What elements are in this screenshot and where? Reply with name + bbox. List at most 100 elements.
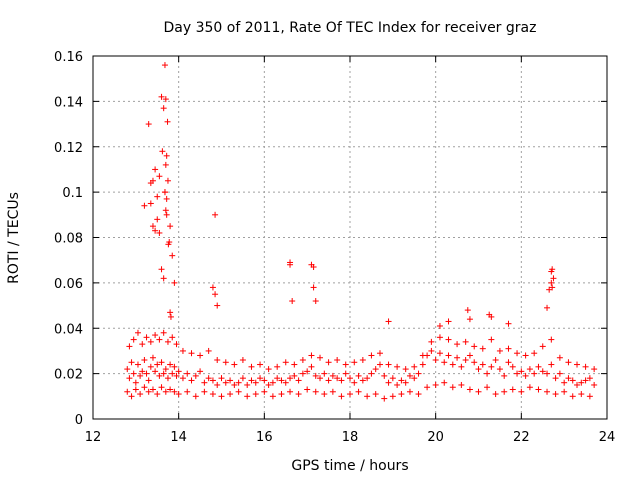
data-point: [128, 393, 135, 400]
data-point: [162, 388, 169, 395]
data-point: [312, 372, 319, 379]
data-point: [278, 377, 285, 384]
data-point: [436, 350, 443, 357]
data-point: [161, 62, 168, 69]
data-point: [147, 200, 154, 207]
data-point: [445, 336, 452, 343]
data-point: [454, 354, 461, 361]
data-points: [124, 62, 598, 402]
y-tick-label: 0: [75, 413, 83, 428]
data-point: [163, 152, 170, 159]
data-point: [544, 304, 551, 311]
data-point: [582, 377, 589, 384]
data-point: [218, 393, 225, 400]
data-point: [291, 361, 298, 368]
data-point: [137, 372, 144, 379]
x-tick-label: 16: [256, 430, 273, 445]
data-point: [145, 121, 152, 128]
data-point: [192, 393, 199, 400]
data-point: [310, 284, 317, 291]
data-point: [518, 388, 525, 395]
data-point: [329, 372, 336, 379]
data-point: [257, 375, 264, 382]
data-point: [325, 359, 332, 366]
data-point: [492, 391, 499, 398]
data-point: [154, 216, 161, 223]
data-point: [368, 370, 375, 377]
data-point: [132, 379, 139, 386]
data-point: [154, 361, 161, 368]
data-point: [239, 357, 246, 364]
data-point: [162, 161, 169, 168]
x-axis-title: GPS time / hours: [291, 458, 408, 474]
data-point: [209, 377, 216, 384]
data-point: [209, 391, 216, 398]
data-point: [539, 368, 546, 375]
data-point: [134, 361, 141, 368]
data-point: [126, 375, 133, 382]
data-point: [252, 391, 259, 398]
data-point: [355, 372, 362, 379]
data-point: [287, 388, 294, 395]
data-point: [406, 388, 413, 395]
data-point: [334, 357, 341, 364]
data-point: [535, 386, 542, 393]
data-point: [171, 388, 178, 395]
data-point: [471, 359, 478, 366]
data-point: [197, 352, 204, 359]
data-point: [205, 347, 212, 354]
data-point: [274, 375, 281, 382]
data-point: [175, 391, 182, 398]
data-point: [163, 211, 170, 218]
data-point: [197, 368, 204, 375]
data-point: [156, 372, 163, 379]
data-point: [231, 361, 238, 368]
data-point: [548, 361, 555, 368]
data-point: [261, 377, 268, 384]
data-point: [466, 386, 473, 393]
data-point: [282, 359, 289, 366]
data-point: [552, 375, 559, 382]
data-point: [501, 388, 508, 395]
data-point: [143, 370, 150, 377]
data-point: [462, 338, 469, 345]
data-point: [496, 366, 503, 373]
data-point: [347, 375, 353, 382]
data-point: [411, 363, 418, 370]
data-point: [415, 370, 422, 377]
data-point: [479, 345, 486, 352]
data-point: [278, 391, 285, 398]
data-point: [312, 388, 319, 395]
data-point: [372, 391, 379, 398]
y-tick-label: 0.06: [54, 277, 83, 292]
data-point: [565, 375, 572, 382]
data-point: [466, 316, 473, 323]
data-point: [561, 379, 568, 386]
data-point: [158, 359, 165, 366]
data-point: [291, 372, 298, 379]
data-point: [173, 341, 180, 348]
data-point: [484, 370, 491, 377]
data-point: [310, 263, 317, 270]
data-point: [164, 375, 171, 382]
data-point: [385, 361, 392, 368]
data-point: [526, 366, 533, 373]
data-point: [269, 379, 276, 386]
data-point: [154, 193, 161, 200]
y-tick-label: 0.02: [54, 368, 83, 383]
data-point: [381, 372, 388, 379]
data-point: [179, 347, 186, 354]
data-point: [398, 377, 405, 384]
data-point: [173, 372, 180, 379]
data-point: [385, 318, 392, 325]
data-point: [398, 391, 405, 398]
data-point: [235, 379, 242, 386]
data-point: [441, 359, 448, 366]
data-point: [539, 343, 546, 350]
data-point: [317, 354, 324, 361]
data-point: [149, 177, 156, 184]
y-axis-title: ROTI / TECUs: [6, 192, 22, 284]
data-point: [161, 189, 168, 196]
data-point: [359, 377, 366, 384]
data-point: [164, 338, 171, 345]
